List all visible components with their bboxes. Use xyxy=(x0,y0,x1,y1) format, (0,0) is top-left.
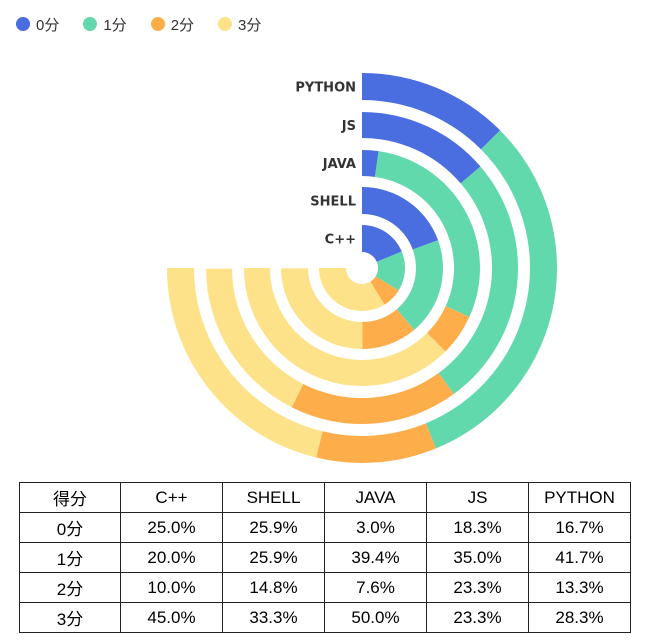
row-label: 2分 xyxy=(19,572,121,603)
column-header: JAVA xyxy=(324,482,427,513)
bar-segment-java-0[interactable] xyxy=(362,150,379,177)
column-header: C++ xyxy=(120,482,223,513)
legend: 0分 1分 2分 3分 xyxy=(16,12,285,36)
table-cell: 50.0% xyxy=(324,602,427,633)
bar-segment-python-1[interactable] xyxy=(425,130,557,449)
legend-item-1[interactable]: 1分 xyxy=(83,14,127,35)
bar-segment-python-2[interactable] xyxy=(316,423,437,463)
table-row: 3分 45.0% 33.3% 50.0% 23.3% 28.3% xyxy=(19,602,631,633)
table-row: 1分 20.0% 25.9% 39.4% 35.0% 41.7% xyxy=(19,542,631,573)
table-cell: 14.8% xyxy=(222,572,325,603)
table-cell: 41.7% xyxy=(528,542,631,573)
row-label: 1分 xyxy=(19,542,121,573)
table-cell: 13.3% xyxy=(528,572,631,603)
table-cell: 28.3% xyxy=(528,602,631,633)
table-cell: 45.0% xyxy=(120,602,223,633)
bar-segment-js-0[interactable] xyxy=(362,112,481,184)
bar-segment-js-1[interactable] xyxy=(438,166,519,395)
table-cell: 23.3% xyxy=(426,572,529,603)
legend-dot-icon xyxy=(218,17,233,31)
legend-label: 2分 xyxy=(170,16,195,34)
bar-segment-shell-0[interactable] xyxy=(362,187,439,250)
table-cell: 16.7% xyxy=(528,512,631,543)
table-cell: 20.0% xyxy=(120,542,223,573)
bar-segment-python-0[interactable] xyxy=(362,73,501,150)
category-label: SHELL xyxy=(310,195,356,210)
table-cell: 25.9% xyxy=(222,542,325,573)
legend-label: 0分 xyxy=(36,16,60,34)
table-header-row: 得分 C++ SHELL JAVA JS PYTHON xyxy=(19,482,631,513)
legend-label: 1分 xyxy=(103,16,127,34)
bar-segment-cpp-0[interactable] xyxy=(362,225,402,262)
bar-segment-python-3[interactable] xyxy=(167,268,323,458)
legend-dot-icon xyxy=(16,17,30,31)
bar-segment-java-3[interactable] xyxy=(244,268,446,386)
bar-segment-java-1[interactable] xyxy=(374,151,480,317)
table-cell: 25.9% xyxy=(222,512,325,543)
category-label: C++ xyxy=(325,233,356,248)
category-label: JAVA xyxy=(322,157,356,172)
bar-segment-js-3[interactable] xyxy=(206,268,304,408)
table-cell: 10.0% xyxy=(120,572,223,603)
table-cell: 7.6% xyxy=(324,572,427,603)
table-row: 2分 10.0% 14.8% 7.6% 23.3% 13.3% xyxy=(19,572,631,603)
table-row: 0分 25.0% 25.9% 3.0% 18.3% 16.7% xyxy=(19,512,631,543)
bar-segment-java-2[interactable] xyxy=(427,306,470,352)
data-table: 得分 C++ SHELL JAVA JS PYTHON 0分 25.0% 25.… xyxy=(19,482,631,633)
table-cell: 39.4% xyxy=(324,542,427,573)
table-cell: 3.0% xyxy=(324,512,427,543)
bar-segment-shell-1[interactable] xyxy=(396,240,444,330)
bar-segment-cpp-3[interactable] xyxy=(319,268,385,311)
table-corner: 得分 xyxy=(19,482,121,513)
legend-item-0[interactable]: 0分 xyxy=(16,14,59,35)
polar-bar-chart: PYTHON JS JAVA SHELL C++ xyxy=(167,73,557,463)
column-header: PYTHON xyxy=(528,482,631,513)
table-cell: 35.0% xyxy=(426,542,529,573)
table-cell: 25.0% xyxy=(120,512,223,543)
column-header: SHELL xyxy=(222,482,325,513)
legend-label: 3分 xyxy=(238,16,262,34)
legend-dot-icon xyxy=(150,17,165,31)
category-label: JS xyxy=(341,119,356,134)
bar-segment-cpp-2[interactable] xyxy=(370,276,399,305)
legend-item-2[interactable]: 2分 xyxy=(150,14,195,35)
row-label: 3分 xyxy=(19,602,121,633)
column-header: JS xyxy=(426,482,529,513)
category-label: PYTHON xyxy=(295,81,356,96)
legend-dot-icon xyxy=(83,17,98,31)
table-cell: 18.3% xyxy=(426,512,529,543)
bar-segment-shell-2[interactable] xyxy=(362,309,415,349)
table-cell: 33.3% xyxy=(222,602,325,633)
bar-segment-cpp-1[interactable] xyxy=(375,251,405,291)
legend-item-3[interactable]: 3分 xyxy=(218,14,261,35)
bar-segment-js-2[interactable] xyxy=(291,373,454,425)
table-cell: 23.3% xyxy=(426,602,529,633)
row-label: 0分 xyxy=(19,512,121,543)
bar-segment-shell-3[interactable] xyxy=(281,268,363,349)
